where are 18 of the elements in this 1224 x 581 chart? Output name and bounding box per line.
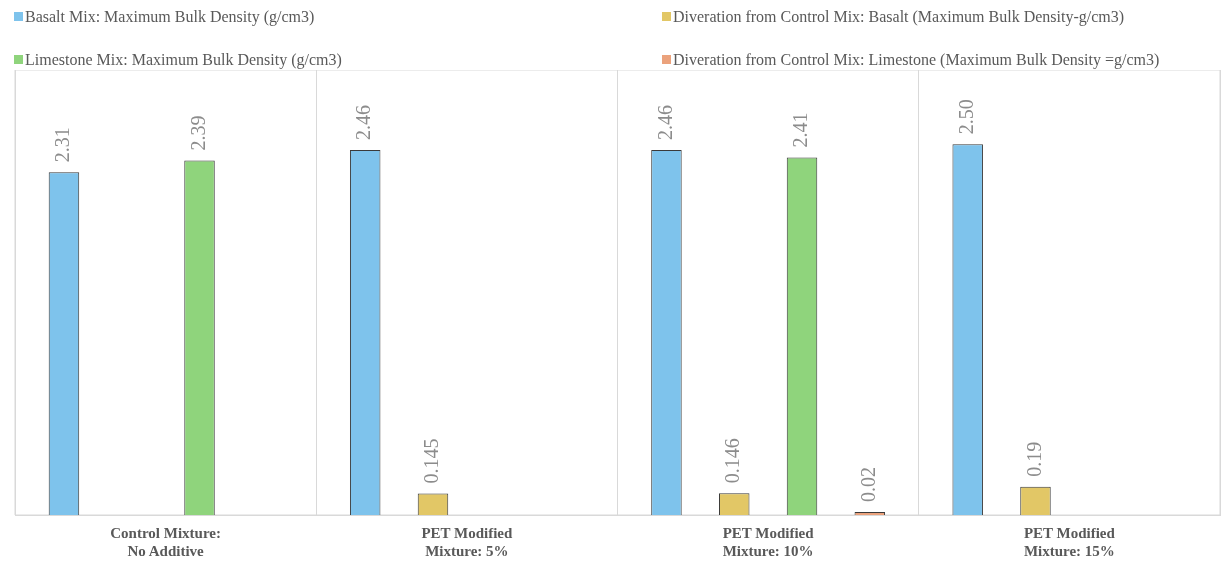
data-label: 0.145 — [420, 438, 443, 484]
data-label: 0.146 — [721, 438, 744, 484]
data-label: 2.50 — [954, 99, 977, 135]
x-tick-label: PET Modified Mixture: 5% — [421, 524, 514, 559]
data-label: 2.41 — [789, 112, 812, 148]
legend-label: Diveration from Control Mix: Limestone (Maximum Bulk Density =g/cm3) — [673, 50, 1160, 69]
data-label: 2.46 — [653, 105, 676, 141]
data-label: 2.39 — [186, 115, 209, 151]
legend-label: Limestone Mix: Maximum Bulk Density (g/cm3) — [25, 50, 342, 69]
data-label: 2.46 — [352, 105, 375, 141]
legend-label: Basalt Mix: Maximum Bulk Density (g/cm3) — [25, 7, 315, 26]
x-tick-label: Control Mixture: No Additive — [110, 524, 221, 559]
data-label: 2.31 — [51, 127, 74, 163]
x-tick-label: PET Modified Mixture: 15% — [1023, 524, 1116, 559]
x-tick-label: PET Modified Mixture: 10% — [722, 524, 815, 559]
data-label: 0.19 — [1022, 441, 1045, 477]
legend-label: Diveration from Control Mix: Basalt (Maximum Bulk Density-g/cm3) — [673, 7, 1125, 26]
data-label: 0.02 — [857, 467, 880, 503]
